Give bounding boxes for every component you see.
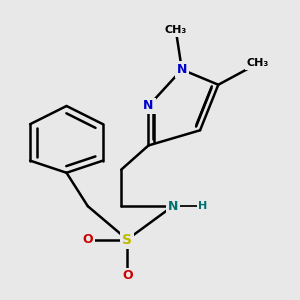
Text: N: N (168, 200, 178, 213)
Text: N: N (177, 63, 187, 76)
Text: N: N (143, 100, 154, 112)
Text: CH₃: CH₃ (247, 58, 269, 68)
Text: O: O (122, 269, 133, 283)
Text: S: S (122, 232, 132, 247)
Text: H: H (199, 201, 208, 211)
Text: CH₃: CH₃ (165, 25, 187, 35)
Text: O: O (82, 233, 93, 246)
